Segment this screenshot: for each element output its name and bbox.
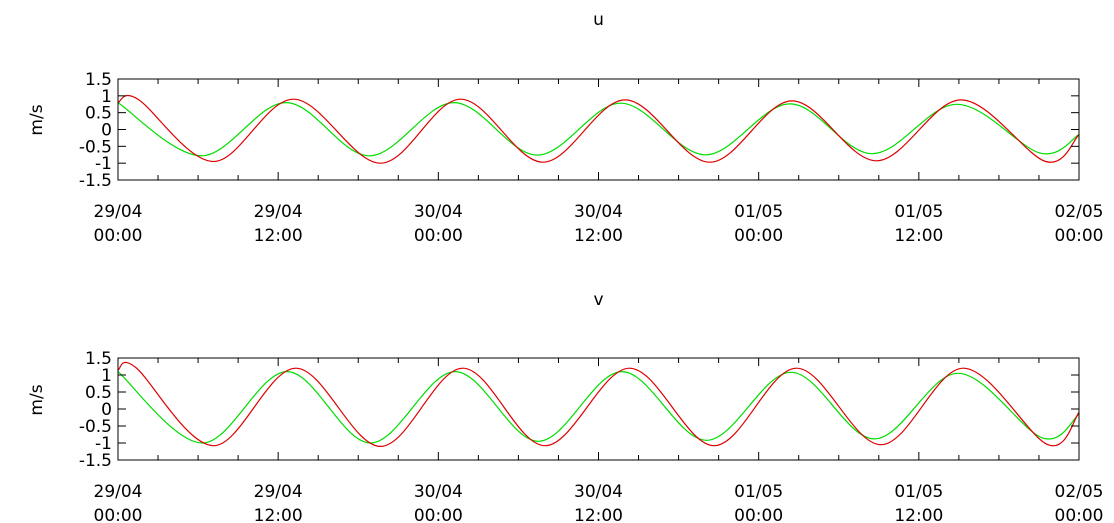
x-tick-label-date: 30/04 [574,202,623,222]
plot-frame [117,357,1080,461]
x-tick-label-date: 02/05 [1055,482,1104,502]
y-tick-label: 1 [101,87,112,107]
series-line-red [117,94,1080,164]
x-tick-label-time: 12:00 [894,506,943,523]
y-tick-label: -0.5 [79,417,112,437]
x-tick-label-date: 01/05 [734,482,783,502]
x-tick-label-time: 00:00 [734,226,783,246]
x-tick-label-date: 30/04 [574,482,623,502]
x-tick-label-time: 00:00 [1055,226,1104,246]
x-tick-label-time: 00:00 [414,506,463,523]
x-tick-label-date: 29/04 [94,202,143,222]
y-axis-label: m/s [27,384,47,415]
y-tick-label: 1.5 [85,349,112,369]
chart-v: v m/s 1.510.50-0.5-1-1.5 29/04 00:00 29/04 12:… [27,290,1104,523]
y-tick-label: -1 [95,434,112,454]
y-tick-label: -1.5 [79,171,112,191]
y-tick-label: 1.5 [85,70,112,90]
y-tick-label: 0.5 [85,383,112,403]
y-tick-label: -1 [95,154,112,174]
series-line-green [117,370,1080,444]
y-tick-label: 1 [101,366,112,386]
x-tick-label-time: 00:00 [414,226,463,246]
x-tick-label-date: 02/05 [1055,202,1104,222]
chart-u: u m/s 1.510.50-0.5-1-1.5 29/04 00:00 29/04 12:… [27,10,1104,246]
x-tick-label-date: 29/04 [254,482,303,502]
x-tick-label-time: 00:00 [94,226,143,246]
x-tick-label-time: 12:00 [574,506,623,523]
series-line-red [117,361,1080,448]
chart-title: v [593,290,603,310]
x-tick-label-date: 29/04 [254,202,303,222]
x-tick-label-date: 01/05 [894,482,943,502]
x-tick-label-time: 00:00 [94,506,143,523]
series-line-green [117,101,1080,157]
x-tick-label-time: 12:00 [574,226,623,246]
y-axis-label: m/s [27,104,47,135]
y-tick-label: 0 [101,400,112,420]
x-tick-label-date: 01/05 [894,202,943,222]
x-tick-label-date: 01/05 [734,202,783,222]
chart-title: u [593,10,604,30]
x-tick-label-time: 12:00 [894,226,943,246]
x-tick-label-date: 30/04 [414,202,463,222]
y-tick-label: 0.5 [85,104,112,124]
x-tick-label-date: 30/04 [414,482,463,502]
y-tick-label: -0.5 [79,137,112,157]
x-tick-label-time: 12:00 [254,506,303,523]
x-tick-label-date: 29/04 [94,482,143,502]
x-tick-label-time: 00:00 [1055,506,1104,523]
x-tick-label-time: 12:00 [254,226,303,246]
y-tick-label: 0 [101,121,112,141]
y-tick-label: -1.5 [79,451,112,471]
plot-frame [117,78,1080,181]
x-tick-label-time: 00:00 [734,506,783,523]
